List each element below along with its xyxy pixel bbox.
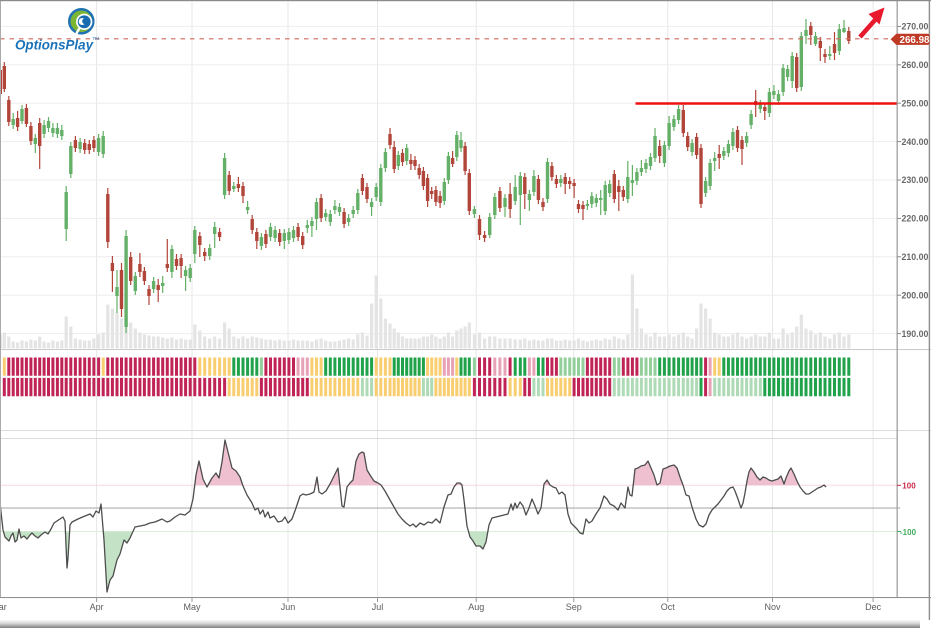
svg-text:230.00: 230.00	[902, 175, 929, 185]
svg-text:Oct: Oct	[661, 602, 676, 612]
svg-text:Aug: Aug	[468, 602, 484, 612]
svg-text:250.00: 250.00	[902, 98, 929, 108]
svg-text:200.00: 200.00	[902, 290, 929, 300]
svg-text:Sep: Sep	[566, 602, 582, 612]
svg-text:Apr: Apr	[90, 602, 104, 612]
svg-text:-100: -100	[900, 528, 917, 537]
svg-text:266.98: 266.98	[900, 35, 931, 46]
svg-text:100: 100	[902, 481, 916, 490]
svg-text:Jul: Jul	[372, 602, 384, 612]
svg-text:TM: TM	[93, 36, 100, 41]
svg-text:260.00: 260.00	[902, 60, 929, 70]
svg-text:210.00: 210.00	[902, 252, 929, 262]
svg-text:Dec: Dec	[865, 602, 882, 612]
svg-text:Jun: Jun	[281, 602, 296, 612]
svg-text:Mar: Mar	[0, 602, 7, 612]
svg-text:190.00: 190.00	[902, 329, 929, 339]
svg-text:May: May	[183, 602, 201, 612]
svg-text:240.00: 240.00	[902, 137, 929, 147]
svg-text:220.00: 220.00	[902, 214, 929, 224]
svg-text:OptionsPlay: OptionsPlay	[15, 37, 94, 52]
svg-text:270.00: 270.00	[902, 22, 929, 32]
svg-text:Nov: Nov	[764, 602, 781, 612]
